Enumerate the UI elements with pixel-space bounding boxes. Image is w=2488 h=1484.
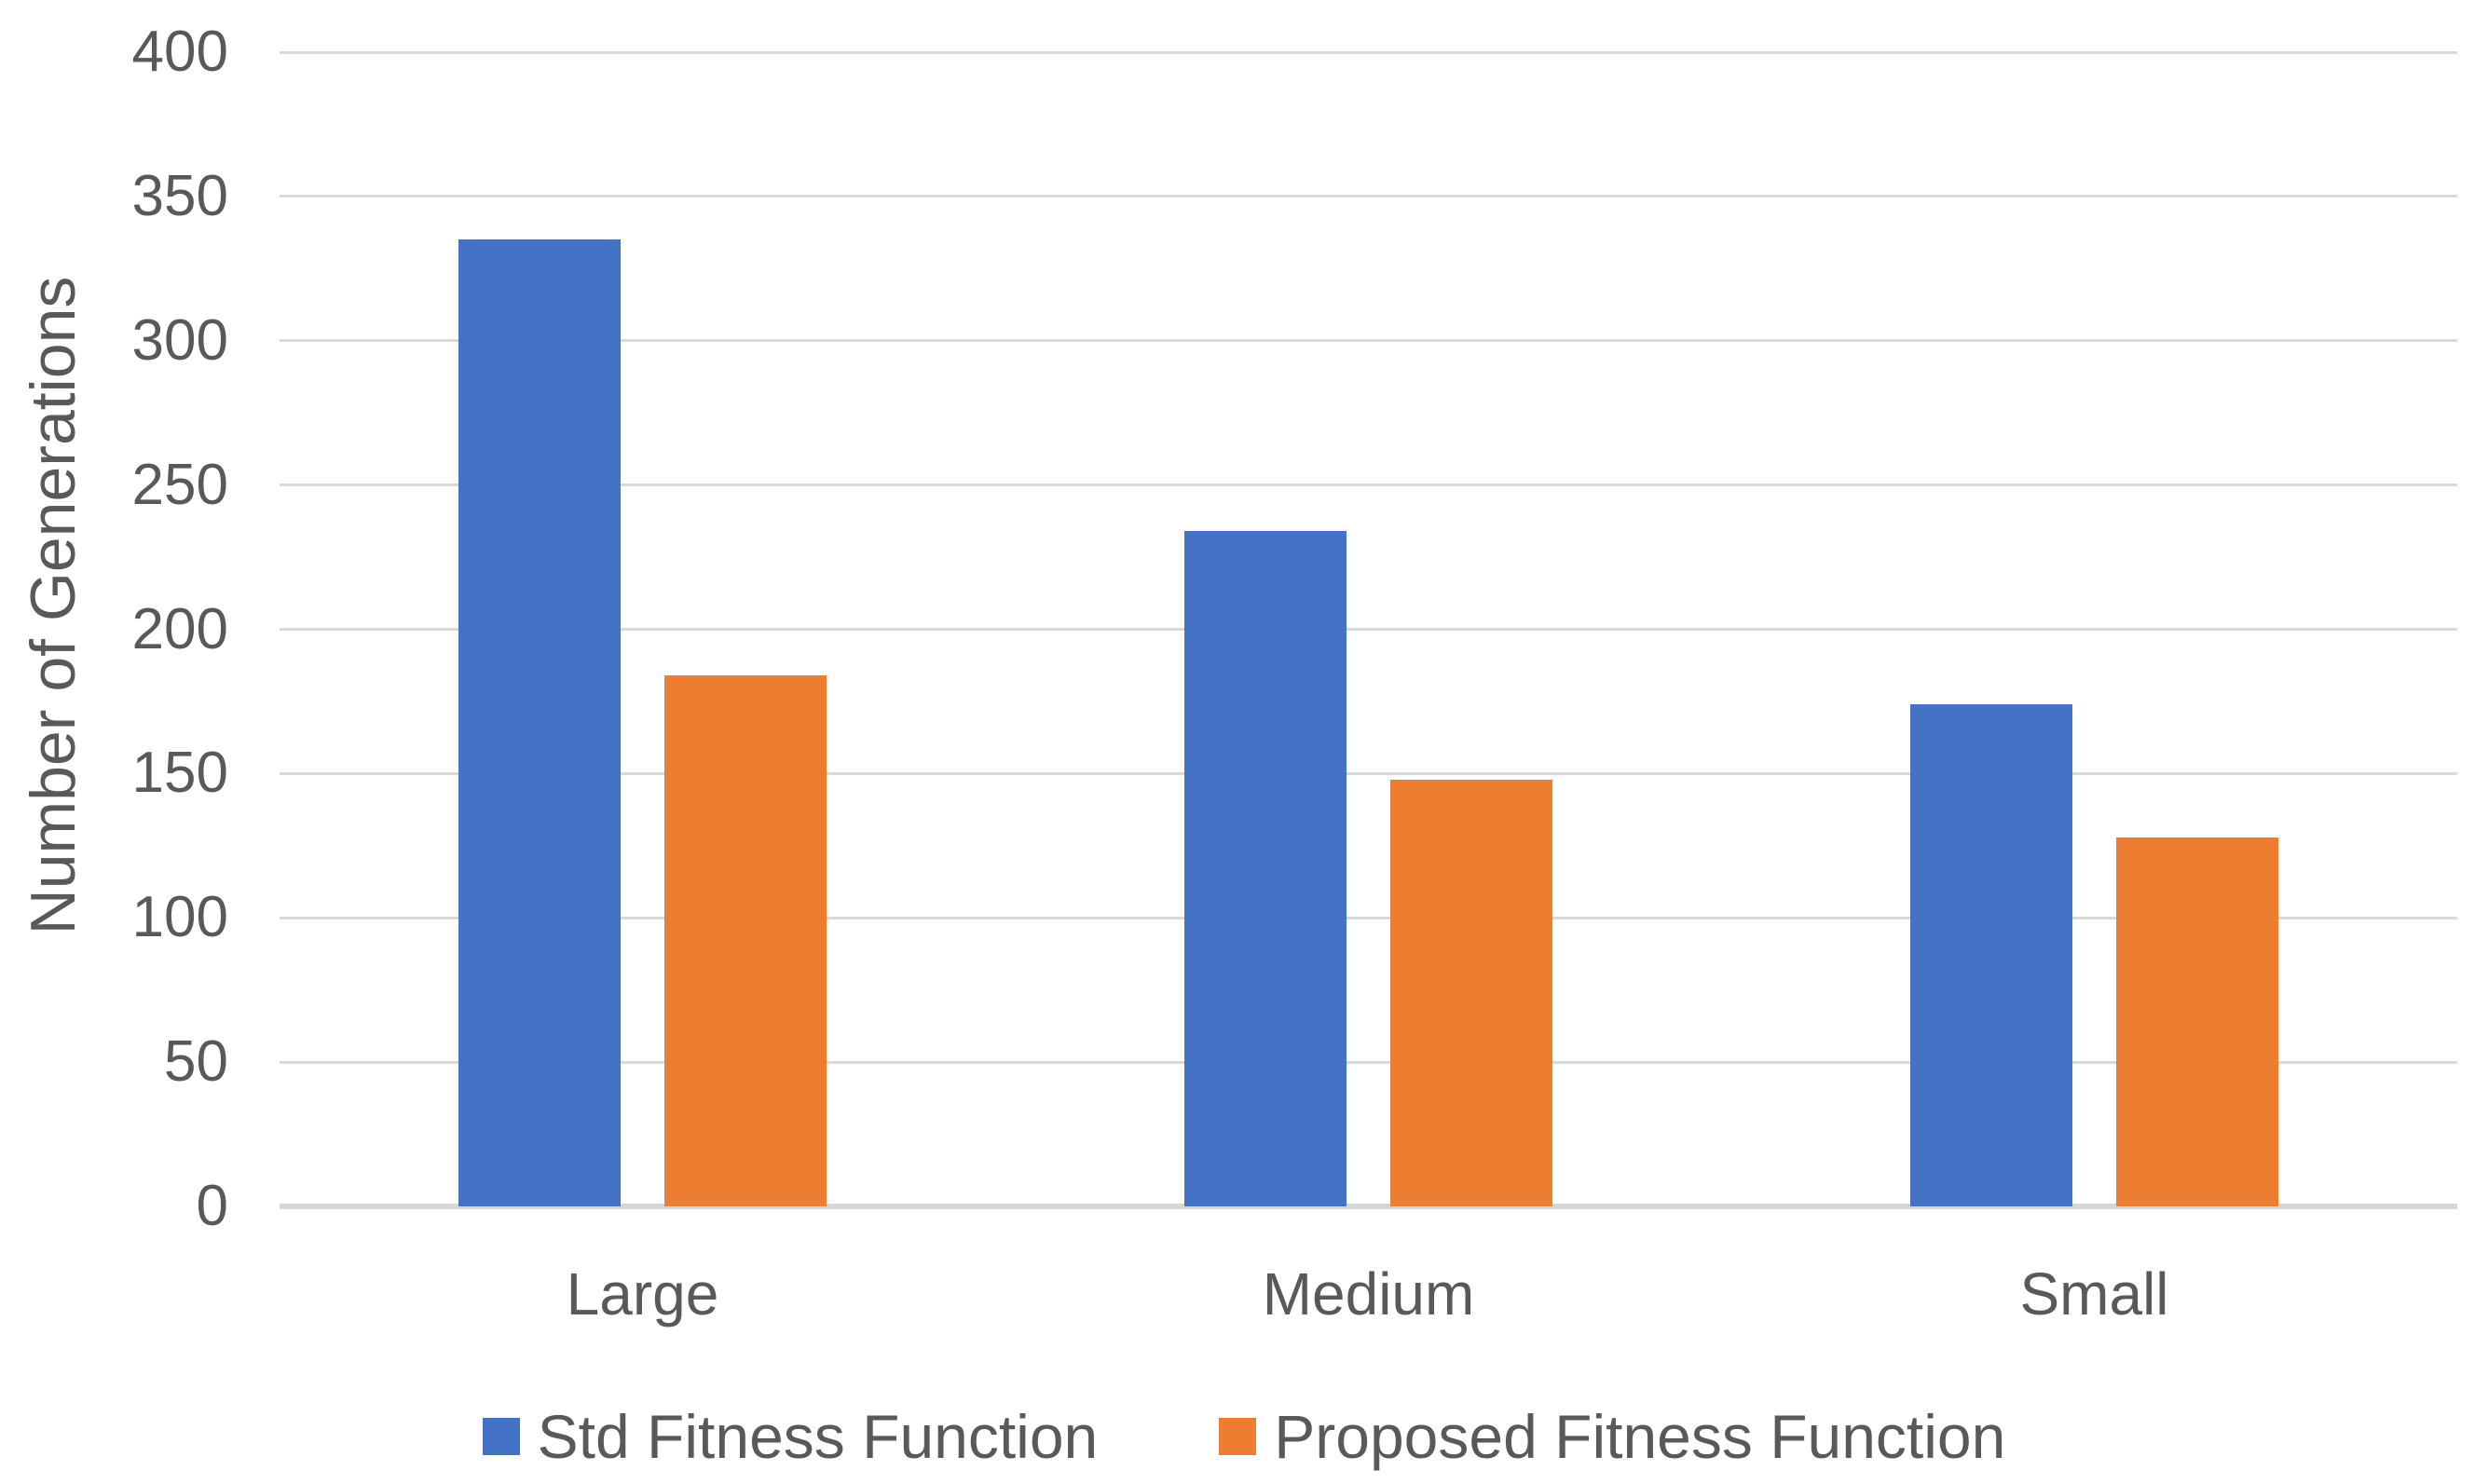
y-tick-label: 250 bbox=[131, 452, 228, 517]
plot-area bbox=[280, 50, 2457, 1209]
gridline bbox=[280, 483, 2457, 487]
legend-label-std: Std Fitness Function bbox=[537, 1402, 1099, 1471]
gridline bbox=[280, 628, 2457, 631]
y-tick-label: 50 bbox=[164, 1029, 228, 1095]
gridline bbox=[280, 916, 2457, 919]
gridline bbox=[280, 195, 2457, 198]
gridline bbox=[280, 1060, 2457, 1064]
y-tick-label: 100 bbox=[131, 885, 228, 950]
bar-std-medium bbox=[1184, 531, 1347, 1206]
legend: Std Fitness Function Proposed Fitness Fu… bbox=[0, 1390, 2488, 1483]
y-tick-label: 300 bbox=[131, 307, 228, 373]
y-tick-label: 350 bbox=[131, 163, 228, 228]
legend-item-std: Std Fitness Function bbox=[482, 1401, 1099, 1472]
gridline bbox=[280, 50, 2457, 54]
bar-proposed-small bbox=[2116, 837, 2278, 1206]
legend-swatch-std bbox=[482, 1418, 520, 1455]
gridline bbox=[280, 771, 2457, 775]
y-tick-label: 400 bbox=[131, 20, 228, 84]
category-label-small: Small bbox=[2019, 1260, 2169, 1327]
x-axis-line bbox=[280, 1204, 2457, 1209]
y-tick-label: 200 bbox=[131, 596, 228, 661]
y-tick-label: 0 bbox=[196, 1174, 228, 1238]
bar-std-large bbox=[458, 239, 621, 1206]
y-tick-label: 150 bbox=[131, 741, 228, 806]
legend-swatch-proposed bbox=[1219, 1418, 1257, 1455]
category-label-medium: Medium bbox=[1262, 1260, 1475, 1327]
gridline bbox=[280, 339, 2457, 343]
category-label-large: Large bbox=[566, 1260, 719, 1327]
bar-std-small bbox=[1910, 704, 2072, 1206]
bar-proposed-large bbox=[664, 675, 827, 1206]
bar-proposed-medium bbox=[1390, 779, 1552, 1206]
legend-item-proposed: Proposed Fitness Function bbox=[1219, 1401, 2005, 1472]
legend-label-proposed: Proposed Fitness Function bbox=[1274, 1402, 2006, 1471]
